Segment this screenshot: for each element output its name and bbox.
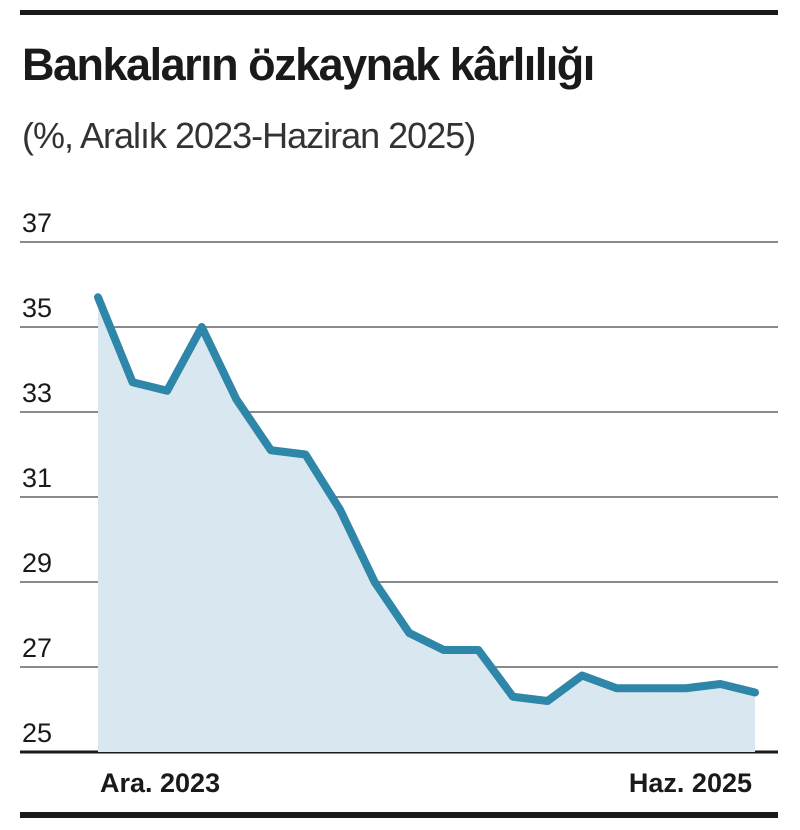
data-point xyxy=(753,691,757,694)
y-axis-ticks: 37 35 33 31 29 27 25 xyxy=(22,208,52,748)
data-point xyxy=(269,448,273,452)
data-point xyxy=(234,397,238,401)
area-fill-group xyxy=(98,297,755,752)
data-point xyxy=(684,686,688,690)
y-tick-label: 33 xyxy=(22,378,52,408)
data-point xyxy=(442,648,446,652)
y-tick-label: 35 xyxy=(22,293,52,323)
series-line-group xyxy=(94,293,759,705)
data-point xyxy=(373,580,377,584)
bottom-rule xyxy=(20,812,778,818)
x-tick-label-end: Haz. 2025 xyxy=(629,768,752,798)
data-point xyxy=(200,325,204,329)
data-point xyxy=(165,389,169,393)
series-line xyxy=(94,293,759,705)
data-point xyxy=(511,695,515,699)
y-tick-label: 37 xyxy=(22,208,52,238)
y-tick-label: 27 xyxy=(22,633,52,663)
data-point xyxy=(580,674,584,677)
chart-subtitle: (%, Aralık 2023-Haziran 2025) xyxy=(22,115,476,156)
data-point xyxy=(649,686,653,690)
series-area xyxy=(98,297,755,752)
data-point xyxy=(718,682,722,686)
data-point xyxy=(476,648,480,652)
chart-title: Bankaların özkaynak kârlılığı xyxy=(22,39,595,90)
data-point xyxy=(96,295,100,299)
y-tick-label: 31 xyxy=(22,463,52,493)
top-rule xyxy=(20,10,778,15)
y-tick-label: 25 xyxy=(22,718,52,748)
data-point xyxy=(615,686,619,690)
data-point xyxy=(303,453,307,456)
data-point xyxy=(338,508,342,512)
data-point xyxy=(546,699,550,703)
x-tick-label-start: Ara. 2023 xyxy=(100,768,220,798)
data-point xyxy=(131,380,135,384)
y-tick-label: 29 xyxy=(22,548,52,578)
x-axis-ticks: Ara. 2023 Haz. 2025 xyxy=(100,768,752,798)
data-point xyxy=(407,631,411,635)
